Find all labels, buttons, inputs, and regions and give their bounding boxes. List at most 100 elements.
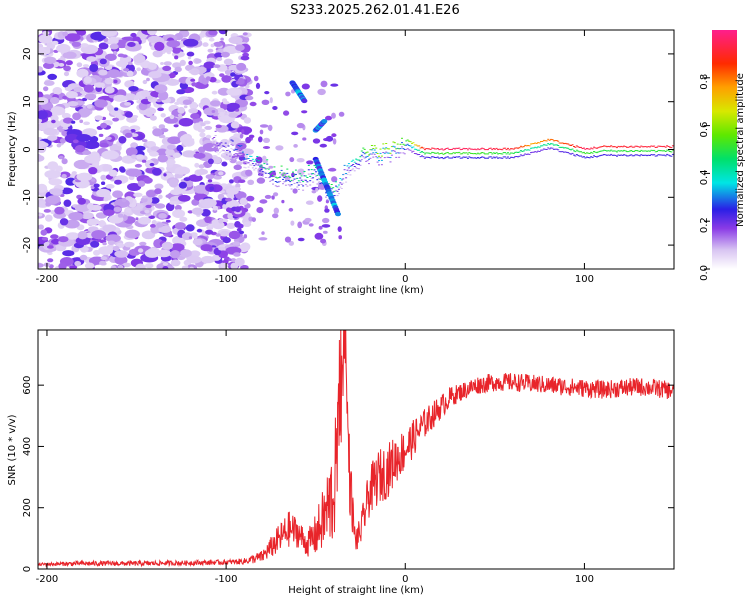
noise-blob — [51, 119, 56, 124]
noise-blob — [182, 138, 195, 147]
noise-blob — [152, 167, 162, 176]
ridge-cell — [570, 149, 573, 151]
noise-blob — [168, 178, 179, 188]
ridge-cell — [428, 148, 431, 150]
ridge-cell — [356, 163, 359, 165]
ridge-cell — [310, 177, 313, 179]
ridge-cell — [315, 167, 317, 168]
ridge-cell — [601, 146, 604, 147]
ridge-cell — [588, 157, 591, 159]
ridge-cell — [307, 169, 310, 171]
ridge-cell — [643, 150, 646, 152]
ridge-cell — [319, 187, 322, 189]
noise-blob — [39, 197, 44, 201]
noise-blob — [149, 151, 159, 157]
noise-blob — [136, 67, 142, 72]
noise-blob — [113, 79, 118, 84]
noise-blob — [83, 84, 94, 93]
ridge-cell — [614, 150, 617, 152]
noise-blob — [202, 142, 219, 152]
ridge-cell — [429, 153, 432, 155]
noise-blob — [296, 122, 305, 129]
noise-blob — [203, 107, 219, 116]
noise-blob — [240, 55, 250, 61]
noise-blob — [90, 240, 100, 248]
ridge-cell — [259, 174, 262, 176]
ridge-cell — [316, 179, 319, 181]
noise-blob — [121, 197, 127, 203]
noise-blob — [82, 97, 88, 102]
noise-blob — [115, 60, 128, 67]
ridge-cell — [654, 147, 657, 148]
noise-blob — [255, 82, 261, 89]
noise-blob — [105, 184, 115, 189]
ridge-cell — [587, 152, 590, 154]
noise-blob — [51, 40, 59, 46]
noise-blob — [211, 110, 216, 113]
ridge-cell — [396, 143, 399, 145]
ridge-cell — [650, 149, 653, 151]
ridge-cell — [583, 156, 585, 158]
ridge-cell — [342, 174, 345, 176]
noise-blob — [99, 142, 109, 148]
ridge-cell — [239, 145, 241, 147]
noise-blob — [213, 64, 221, 68]
colorbar-tick-label: 0.2 — [699, 217, 710, 233]
noise-blob — [187, 210, 194, 214]
noise-blob — [163, 116, 179, 124]
ridge-cell — [624, 154, 627, 156]
ridge-cell — [221, 149, 224, 151]
ridge-cell — [355, 167, 358, 169]
noise-blob — [172, 62, 182, 69]
x-tick-label: 100 — [575, 274, 594, 285]
noise-blob — [200, 244, 213, 252]
noise-blob — [157, 107, 165, 112]
ridge-cell — [614, 154, 617, 156]
ridge-cell — [368, 158, 370, 160]
ridge-cell — [359, 160, 362, 162]
ridge-cell — [290, 184, 293, 186]
ridge-cell — [535, 147, 538, 149]
ridge-cell — [497, 153, 499, 155]
ridge-cell — [590, 151, 593, 153]
noise-blob — [308, 223, 314, 227]
noise-blob — [79, 254, 88, 261]
ridge-cell — [525, 153, 528, 155]
ridge-cell — [403, 149, 406, 150]
streak-cell — [335, 211, 341, 217]
ridge-cell — [468, 147, 471, 149]
ridge-cell — [216, 151, 219, 153]
ridge-cell — [448, 153, 451, 155]
ridge-cell — [320, 182, 323, 184]
ridge-cell — [272, 183, 274, 185]
ridge-cell — [257, 168, 260, 170]
ridge-cell — [282, 174, 284, 176]
noise-blob — [69, 83, 77, 89]
ridge-cell — [494, 153, 497, 154]
noise-blob — [77, 231, 88, 240]
ridge-cell — [648, 146, 651, 148]
ridge-cell — [653, 154, 656, 156]
ridge-cell — [355, 158, 358, 160]
ridge-cell — [648, 150, 651, 152]
noise-blob — [141, 89, 150, 98]
ridge-cell — [375, 151, 378, 153]
ridge-cell — [216, 146, 219, 148]
ridge-cell — [621, 154, 624, 156]
ridge-cell — [273, 170, 276, 172]
noise-blob — [91, 230, 106, 240]
ridge-cell — [274, 185, 277, 187]
noise-blob — [38, 183, 48, 193]
noise-blob — [107, 69, 121, 79]
ridge-cell — [532, 147, 535, 149]
noise-blob — [215, 233, 221, 237]
ridge-cell — [628, 150, 631, 152]
ridge-cell — [644, 146, 647, 148]
ridge-cell — [574, 155, 577, 157]
ridge-cell — [651, 154, 654, 156]
ridge-cell — [667, 150, 670, 152]
ridge-cell — [250, 155, 253, 157]
ridge-cell — [482, 152, 485, 154]
ridge-cell — [327, 183, 330, 185]
ridge-cell — [595, 152, 598, 154]
